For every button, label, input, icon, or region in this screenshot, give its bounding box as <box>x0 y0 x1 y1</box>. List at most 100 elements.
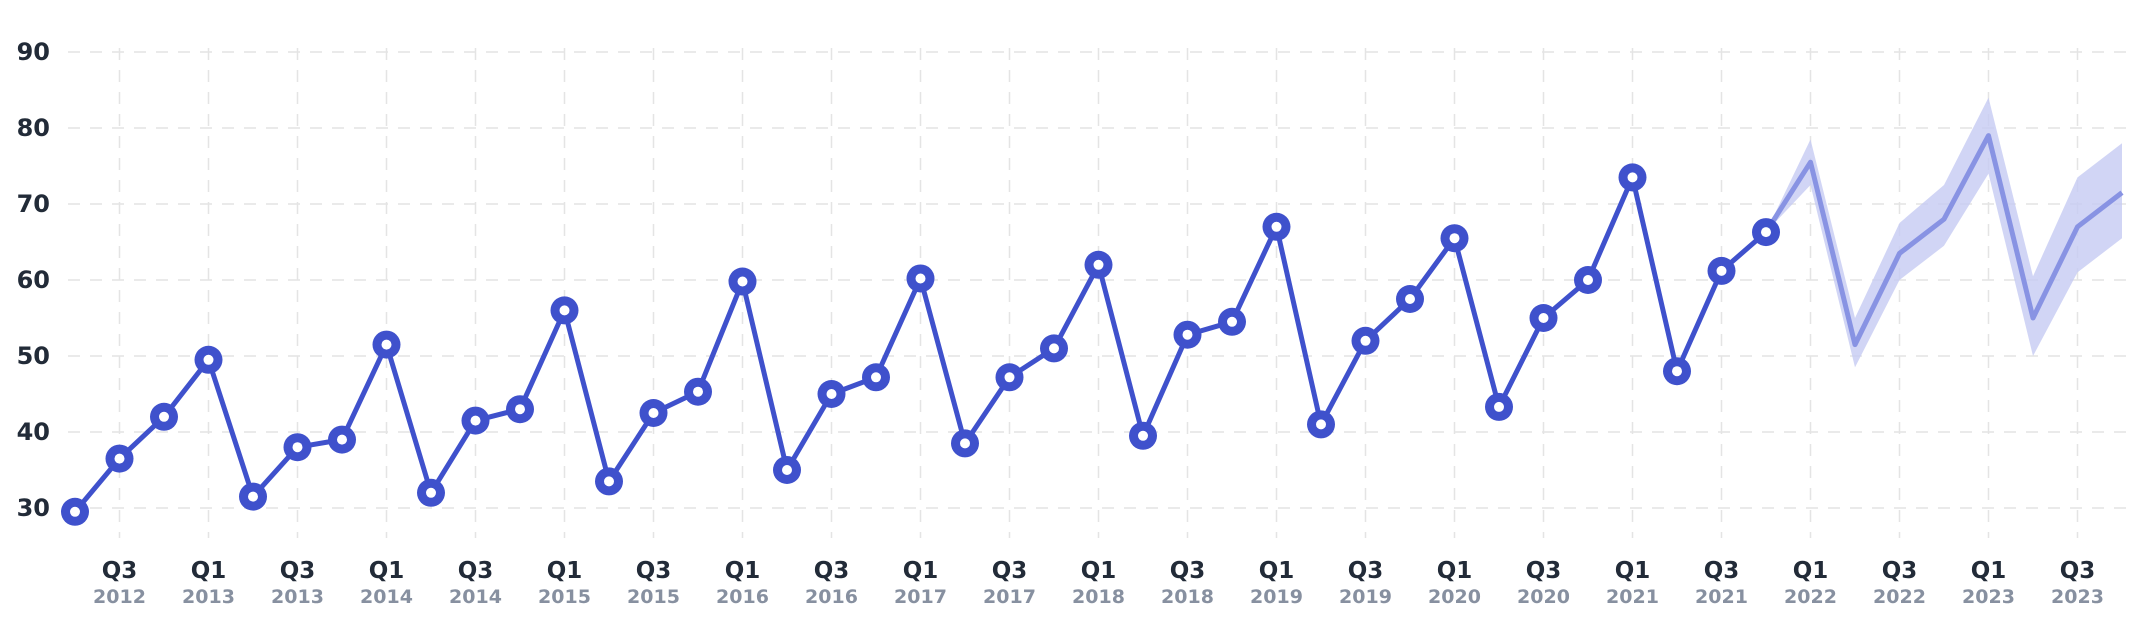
x-tick-quarter-label: Q3 <box>1170 558 1206 584</box>
x-tick-quarter-label: Q1 <box>547 558 583 584</box>
data-point[interactable] <box>951 429 979 458</box>
x-tick-quarter-label: Q3 <box>636 558 672 584</box>
x-tick-quarter-label: Q3 <box>1882 558 1918 584</box>
x-tick-quarter-label: Q1 <box>1971 558 2007 584</box>
x-tick-year-label: 2018 <box>1161 586 1214 608</box>
x-tick-year-label: 2023 <box>1962 586 2015 608</box>
x-tick-year-label: 2012 <box>93 586 146 608</box>
x-tick-year-label: 2022 <box>1784 586 1837 608</box>
data-point[interactable] <box>1663 357 1691 386</box>
x-tick-quarter-label: Q1 <box>1793 558 1829 584</box>
data-point[interactable] <box>372 330 401 359</box>
x-tick-year-label: 2014 <box>449 586 502 608</box>
x-tick-quarter-label: Q1 <box>1259 558 1295 584</box>
x-axis: Q32012Q12013Q32013Q12014Q32014Q12015Q320… <box>93 558 2104 608</box>
data-point[interactable] <box>1485 392 1513 421</box>
x-tick-year-label: 2018 <box>1072 586 1125 608</box>
data-point[interactable] <box>995 363 1024 392</box>
data-point[interactable] <box>1218 307 1246 336</box>
x-tick-year-label: 2013 <box>271 586 324 608</box>
y-tick-label: 50 <box>17 342 50 370</box>
x-tick-year-label: 2021 <box>1606 586 1659 608</box>
y-tick-label: 90 <box>17 38 50 66</box>
x-tick-quarter-label: Q3 <box>280 558 316 584</box>
data-points <box>61 163 1780 526</box>
data-point[interactable] <box>194 345 223 374</box>
data-point[interactable] <box>417 478 445 507</box>
x-tick-quarter-label: Q1 <box>1615 558 1651 584</box>
forecast-confidence-band <box>1766 97 2122 368</box>
data-point[interactable] <box>773 456 801 484</box>
x-tick-quarter-label: Q3 <box>458 558 494 584</box>
data-point[interactable] <box>728 267 757 296</box>
x-tick-year-label: 2020 <box>1517 586 1570 608</box>
x-tick-quarter-label: Q3 <box>1348 558 1384 584</box>
x-tick-quarter-label: Q3 <box>2060 558 2096 584</box>
x-tick-year-label: 2015 <box>538 586 591 608</box>
data-point[interactable] <box>150 402 178 431</box>
grid <box>68 48 2130 538</box>
x-tick-year-label: 2019 <box>1339 586 1392 608</box>
data-point[interactable] <box>1752 218 1780 247</box>
data-point[interactable] <box>817 380 846 408</box>
x-tick-quarter-label: Q1 <box>1081 558 1117 584</box>
x-tick-quarter-label: Q1 <box>369 558 405 584</box>
data-point[interactable] <box>862 363 890 392</box>
data-point[interactable] <box>1440 224 1469 253</box>
data-point[interactable] <box>906 264 935 293</box>
data-point[interactable] <box>550 296 579 325</box>
x-tick-quarter-label: Q3 <box>1526 558 1562 584</box>
y-tick-label: 60 <box>17 266 50 294</box>
x-tick-year-label: 2016 <box>805 586 858 608</box>
data-point[interactable] <box>1351 326 1380 355</box>
x-tick-year-label: 2015 <box>627 586 680 608</box>
x-tick-year-label: 2014 <box>360 586 413 608</box>
data-point[interactable] <box>105 444 134 473</box>
x-tick-quarter-label: Q3 <box>814 558 850 584</box>
data-point[interactable] <box>61 497 89 526</box>
y-tick-label: 30 <box>17 494 50 522</box>
data-point[interactable] <box>1129 421 1157 450</box>
x-tick-quarter-label: Q3 <box>1704 558 1740 584</box>
y-tick-label: 40 <box>17 418 50 446</box>
data-point[interactable] <box>1529 304 1558 332</box>
x-tick-year-label: 2019 <box>1250 586 1303 608</box>
x-tick-year-label: 2021 <box>1695 586 1748 608</box>
data-point[interactable] <box>506 395 534 424</box>
data-point[interactable] <box>239 482 267 511</box>
x-tick-year-label: 2016 <box>716 586 769 608</box>
data-point[interactable] <box>595 467 623 496</box>
x-tick-quarter-label: Q1 <box>1437 558 1473 584</box>
x-tick-year-label: 2017 <box>894 586 947 608</box>
data-point[interactable] <box>639 399 668 427</box>
forecast-band <box>1766 97 2122 368</box>
data-point[interactable] <box>1396 285 1424 313</box>
y-axis: 30 40 50 60 70 80 90 <box>17 38 50 522</box>
x-tick-quarter-label: Q3 <box>102 558 138 584</box>
data-point[interactable] <box>328 425 356 454</box>
data-point[interactable] <box>283 433 312 462</box>
y-tick-label: 80 <box>17 114 50 142</box>
data-point[interactable] <box>1574 266 1602 294</box>
x-tick-quarter-label: Q1 <box>191 558 227 584</box>
x-tick-quarter-label: Q1 <box>903 558 939 584</box>
data-point[interactable] <box>1084 250 1113 279</box>
x-tick-year-label: 2017 <box>983 586 1036 608</box>
y-tick-label: 70 <box>17 190 50 218</box>
x-tick-quarter-label: Q3 <box>992 558 1028 584</box>
x-tick-year-label: 2023 <box>2051 586 2104 608</box>
data-point[interactable] <box>461 406 490 435</box>
data-point[interactable] <box>1707 256 1736 285</box>
x-tick-year-label: 2020 <box>1428 586 1481 608</box>
data-point[interactable] <box>1618 163 1647 192</box>
x-tick-year-label: 2022 <box>1873 586 1926 608</box>
forecast-series-line <box>1763 133 2124 348</box>
x-tick-quarter-label: Q1 <box>725 558 761 584</box>
data-point[interactable] <box>684 377 712 406</box>
data-point[interactable] <box>1262 212 1291 241</box>
x-tick-year-label: 2013 <box>182 586 235 608</box>
data-point[interactable] <box>1307 410 1335 439</box>
data-point[interactable] <box>1173 320 1202 349</box>
data-point[interactable] <box>1040 334 1068 363</box>
